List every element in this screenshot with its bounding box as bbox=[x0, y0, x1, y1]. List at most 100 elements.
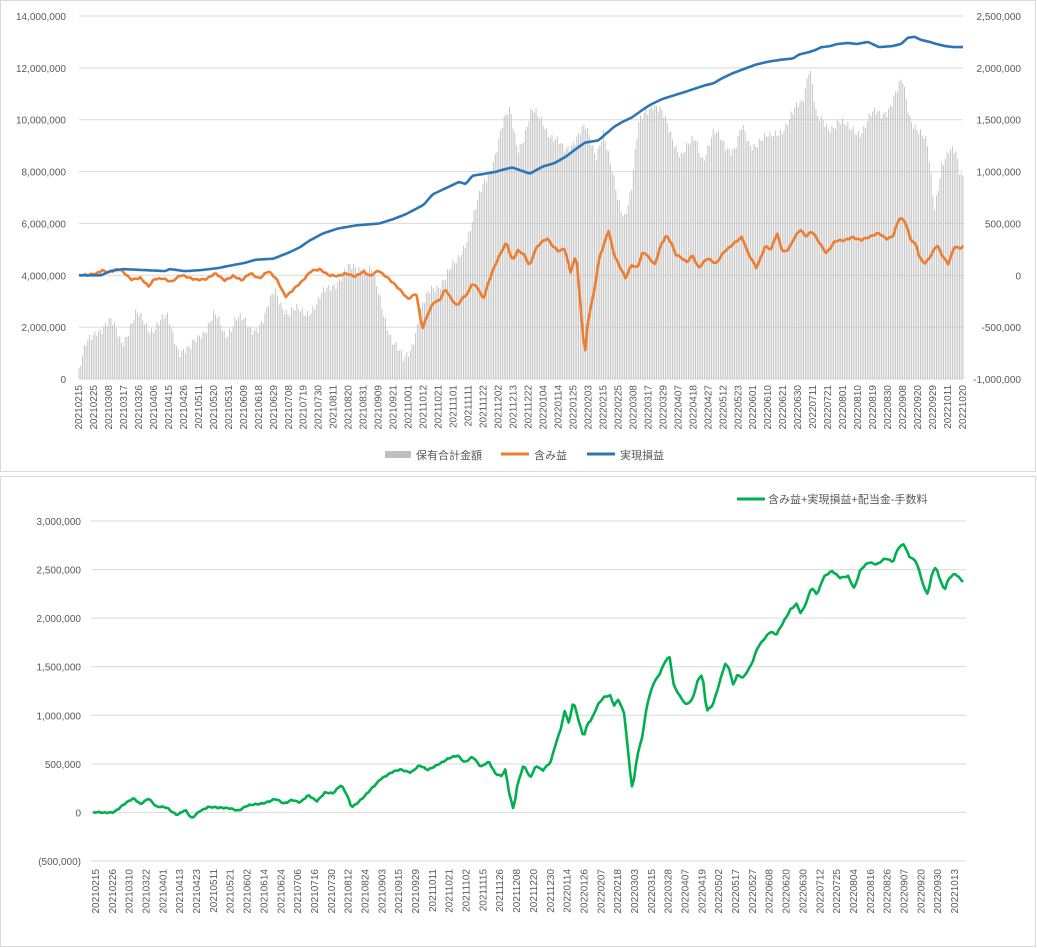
y-tick-label: 0 bbox=[75, 808, 81, 819]
x-tick-label: 20210215 bbox=[91, 869, 102, 914]
total-profit-line bbox=[92, 543, 964, 819]
x-tick-label: 20220407 bbox=[673, 385, 684, 430]
x-tick-label: 20220826 bbox=[883, 869, 894, 914]
y-tick-label-left: 8,000,000 bbox=[22, 168, 67, 179]
unrealized-line bbox=[78, 217, 965, 352]
x-tick-label: 20210215 bbox=[74, 385, 85, 430]
x-tick-label: 20220419 bbox=[697, 869, 708, 914]
total-line bbox=[92, 543, 964, 819]
x-tick-label: 20220207 bbox=[596, 869, 607, 914]
x-tick-label: 20220328 bbox=[664, 869, 675, 914]
x-tick-label: 20211230 bbox=[546, 869, 557, 913]
x-tick-label: 20221011 bbox=[943, 385, 954, 429]
x-tick-label: 20220125 bbox=[568, 385, 579, 430]
y-tick-label: (500,000) bbox=[38, 857, 81, 868]
x-tick-label: 20220203 bbox=[583, 385, 594, 430]
x-tick-label: 20210511 bbox=[209, 869, 220, 913]
x-tick-label: 20211102 bbox=[462, 869, 473, 912]
x-tick-label: 20211222 bbox=[523, 385, 534, 429]
x-tick-label: 20210719 bbox=[299, 385, 310, 430]
x-axis: 20210215 20210225 20210308 20210317 20210326… bbox=[74, 385, 969, 430]
x-tick-label: 20211122 bbox=[479, 385, 490, 428]
x-tick-label: 20220610 bbox=[763, 385, 774, 430]
x-tick-label: 20211208 bbox=[512, 869, 523, 913]
x-tick-label: 20210706 bbox=[293, 869, 304, 914]
x-tick-label: 20210406 bbox=[149, 385, 160, 430]
y-tick-label-left: 10,000,000 bbox=[16, 116, 66, 127]
y-tick-label-left: 12,000,000 bbox=[16, 64, 66, 75]
x-tick-label: 20210824 bbox=[360, 869, 371, 914]
x-tick-label: 20220512 bbox=[718, 385, 729, 430]
holdings-bars bbox=[78, 70, 964, 379]
x-tick-label: 20211012 bbox=[419, 385, 430, 429]
x-tick-label: 20220810 bbox=[853, 385, 864, 430]
x-tick-label: 20210401 bbox=[158, 869, 169, 914]
x-tick-label: 20220608 bbox=[765, 869, 776, 914]
y-tick-label-left: 6,000,000 bbox=[22, 219, 67, 230]
y-tick-label: 1,500,000 bbox=[37, 663, 82, 674]
x-tick-label: 20220225 bbox=[613, 385, 624, 430]
x-tick-label: 20210708 bbox=[284, 385, 295, 430]
x-tick-label: 20210730 bbox=[327, 869, 338, 914]
legend: 含み益+実現損益+配当金-手数料 bbox=[737, 492, 928, 506]
legend-label-unrealized: 含み益 bbox=[534, 448, 567, 462]
x-tick-label: 20210730 bbox=[314, 385, 325, 430]
x-tick-label: 20220621 bbox=[778, 385, 789, 430]
y-tick-label: 1,000,000 bbox=[37, 711, 82, 722]
x-tick-label: 20220819 bbox=[868, 385, 879, 430]
x-tick-label: 20220712 bbox=[815, 869, 826, 914]
x-tick-label: 20220908 bbox=[898, 385, 909, 430]
x-tick-label: 20220317 bbox=[643, 385, 654, 430]
x-tick-label: 20210226 bbox=[108, 869, 119, 914]
legend: 保有合計金額 含み益 実現損益 bbox=[385, 448, 664, 462]
x-tick-label: 20220929 bbox=[928, 385, 939, 430]
x-tick-label: 20210521 bbox=[226, 869, 237, 914]
x-tick-label: 20220308 bbox=[628, 385, 639, 430]
x-tick-label: 20220620 bbox=[782, 869, 793, 914]
x-tick-label: 20220801 bbox=[838, 385, 849, 430]
x-tick-label: 20211202 bbox=[494, 385, 505, 429]
x-tick-label: 20210716 bbox=[310, 869, 321, 914]
y-tick-label-right: -1,000,000 bbox=[973, 375, 1021, 386]
x-tick-label: 20210531 bbox=[224, 385, 235, 430]
total-profit-chart: 3,000,000 2,500,000 2,000,000 1,500,000 1,00… bbox=[37, 492, 966, 914]
x-tick-label: 20220329 bbox=[658, 385, 669, 430]
x-tick-label: 20211115 bbox=[478, 869, 489, 912]
x-tick-label: 20220126 bbox=[579, 869, 590, 914]
x-tick-label: 20220218 bbox=[613, 869, 624, 914]
x-tick-label: 20210326 bbox=[134, 385, 145, 430]
x-tick-label: 20220630 bbox=[798, 869, 809, 914]
y-tick-label-left: 2,000,000 bbox=[22, 323, 67, 334]
x-tick-label: 20220407 bbox=[681, 869, 692, 914]
x-tick-label: 20220601 bbox=[748, 385, 759, 430]
x-tick-label: 20220630 bbox=[793, 385, 804, 430]
x-tick-label: 20210423 bbox=[192, 869, 203, 914]
y-tick-label-right: 2,000,000 bbox=[977, 64, 1022, 75]
x-tick-label: 20210511 bbox=[194, 385, 205, 429]
x-tick-label: 20210614 bbox=[259, 869, 270, 914]
x-tick-label: 20210609 bbox=[239, 385, 250, 430]
realized-line bbox=[79, 35, 963, 277]
x-tick-label: 20220527 bbox=[748, 869, 759, 914]
x-axis: 20210215 20210226 20210310 20210322 20210401… bbox=[91, 869, 961, 914]
x-tick-label: 20210520 bbox=[209, 385, 220, 430]
x-tick-label: 20220804 bbox=[849, 869, 860, 914]
x-tick-label: 20221020 bbox=[958, 385, 969, 430]
x-tick-label: 20211213 bbox=[509, 385, 520, 429]
y-tick-label: 500,000 bbox=[45, 760, 82, 771]
x-tick-label: 20210426 bbox=[179, 385, 190, 430]
x-tick-label: 20220502 bbox=[714, 869, 725, 914]
y-tick-label-left: 14,000,000 bbox=[16, 12, 66, 23]
x-tick-label: 20220711 bbox=[808, 385, 819, 429]
x-tick-label: 20220114 bbox=[553, 385, 564, 429]
grid-lines bbox=[79, 15, 963, 380]
y-tick-label-right: 500,000 bbox=[985, 219, 1022, 230]
y-tick-label: 2,000,000 bbox=[37, 614, 82, 625]
x-tick-label: 20210415 bbox=[164, 385, 175, 430]
pnl-lines bbox=[78, 35, 965, 352]
y-tick-label-right: 1,000,000 bbox=[977, 168, 1022, 179]
y-tick-label: 2,500,000 bbox=[37, 566, 82, 577]
x-tick-label: 20211111 bbox=[464, 385, 475, 427]
x-tick-label: 20220920 bbox=[913, 385, 924, 430]
legend-swatch-holdings bbox=[385, 451, 411, 458]
